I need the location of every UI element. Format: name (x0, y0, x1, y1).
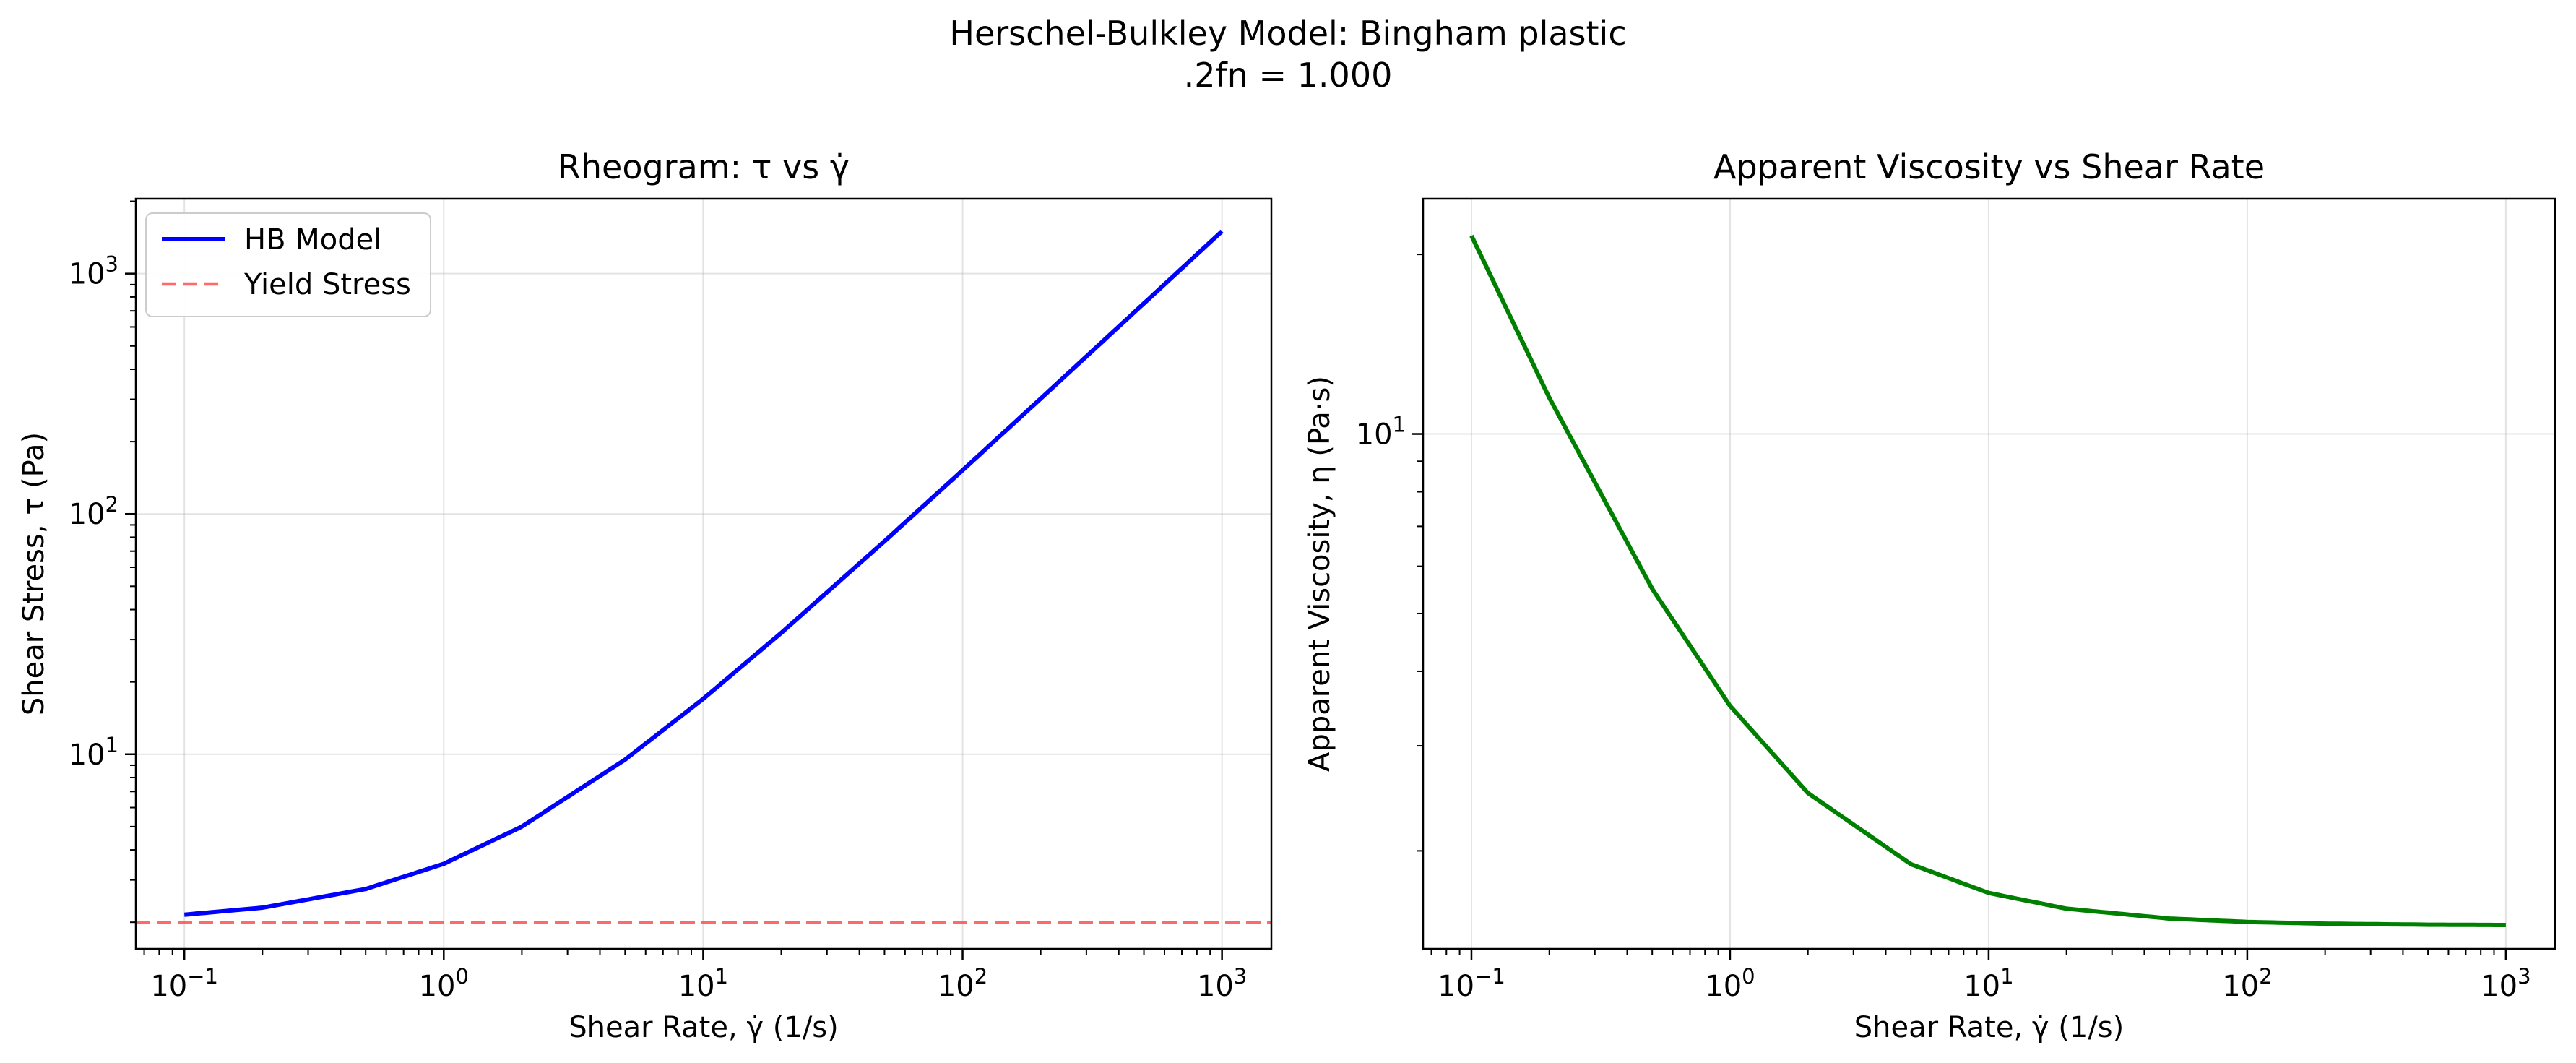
legend-label: HB Model (244, 223, 381, 257)
hb-model-curve (183, 229, 1224, 917)
legend-label: Yield Stress (243, 268, 411, 301)
viscosity-panel: 10−1 100 101 102 103 101 Apparent Viscosity vs… (1303, 147, 2556, 1044)
x-tick-label: 102 (2222, 964, 2272, 1003)
x-tick-label: 103 (1197, 964, 1247, 1003)
x-axis-label: Shear Rate, γ̇ (1/s) (1854, 1011, 2125, 1044)
y-axis-label: Shear Stress, τ (Pa) (17, 432, 51, 715)
legend: HB Model Yield Stress (145, 212, 431, 317)
y-axis-label: Apparent Viscosity, η (Pa·s) (1303, 376, 1336, 772)
x-tick-label: 100 (1705, 964, 1755, 1003)
y-tick-label: 101 (69, 733, 118, 772)
x-tick-label: 101 (678, 964, 728, 1003)
x-tick-label: 10−1 (150, 964, 218, 1003)
x-tick-label: 101 (1963, 964, 2013, 1003)
y-tick-label: 102 (69, 492, 118, 531)
panel-title: Rheogram: τ vs γ̇ (558, 147, 850, 186)
viscosity-curve (1469, 234, 2506, 927)
panel-title: Apparent Viscosity vs Shear Rate (1713, 147, 2265, 186)
figure-subtitle: .2fn = 1.000 (1184, 56, 1393, 95)
y-tick-label: 101 (1356, 413, 1406, 452)
x-axis-label: Shear Rate, γ̇ (1/s) (569, 1011, 839, 1044)
x-tick-label: 103 (2481, 964, 2530, 1003)
figure-title: Herschel-Bulkley Model: Bingham plastic (949, 14, 1626, 53)
x-tick-label: 100 (419, 964, 469, 1003)
x-tick-label: 10−1 (1438, 964, 1505, 1003)
x-tick-label: 102 (938, 964, 987, 1003)
rheogram-panel: 10−1 100 101 102 103 101 102 103 Rheogram: τ vs … (17, 147, 1273, 1044)
y-tick-label: 103 (69, 252, 118, 291)
